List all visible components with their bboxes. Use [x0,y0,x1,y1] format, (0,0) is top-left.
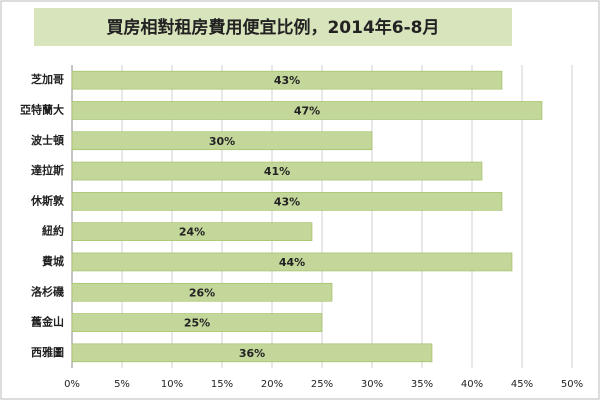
title-box [34,8,512,46]
y-tick-label: 芝加哥 [31,72,64,86]
bar [71,131,373,151]
value-label: 47% [294,104,320,117]
x-tick-label: 10% [161,379,183,390]
value-label: 36% [239,347,265,360]
bar [71,313,323,332]
x-tick-label: 50% [561,379,583,390]
x-tick-label: 20% [261,379,283,390]
y-tick-label: 紐約 [42,224,64,238]
bar [71,192,503,211]
x-tick-label: 5% [114,379,130,390]
y-tick-label: 休斯敦 [30,193,65,207]
x-tick-label: 40% [461,379,483,390]
value-label: 43% [274,195,300,208]
x-tick-label: 30% [361,379,383,390]
bar [71,222,313,241]
y-tick-label: 波士頓 [31,133,64,147]
y-tick-label: 達拉斯 [31,163,64,177]
y-tick-label: 西雅圖 [31,345,64,359]
value-label: 26% [189,286,215,299]
value-label: 25% [184,317,210,330]
x-tick-label: 25% [311,379,333,390]
value-label: 44% [279,256,305,269]
value-label: 43% [274,74,300,87]
bar [71,252,513,272]
value-label: 24% [179,226,205,239]
bar [71,101,543,120]
value-label: 41% [264,165,290,178]
x-tick-label: 0% [64,379,80,390]
bar [71,282,333,302]
y-tick-label: 亞特蘭大 [20,102,64,116]
chart-title: 買房相對租房費用便宜比例，2014年6-8月 [106,17,439,38]
x-tick-label: 45% [511,379,533,390]
bar [71,343,433,363]
x-tick-label: 15% [211,379,233,390]
bar [71,70,503,90]
y-tick-label: 洛杉磯 [31,284,64,298]
y-tick-label: 舊金山 [31,315,64,329]
x-tick-label: 35% [411,379,433,390]
y-tick-label: 費城 [41,254,64,268]
value-label: 30% [209,135,235,148]
bar [71,161,483,181]
